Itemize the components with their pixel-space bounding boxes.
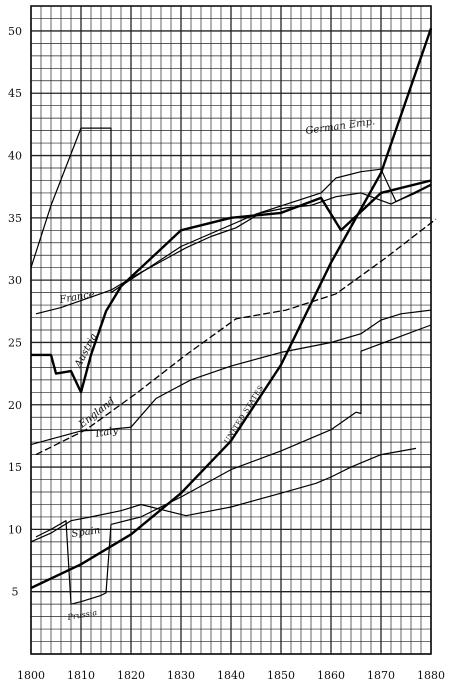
y-tick-label: 30 (8, 274, 22, 287)
series-line-austria (31, 179, 432, 394)
y-tick-label: 20 (8, 399, 22, 412)
y-tick-label: 10 (8, 523, 22, 536)
x-tick-label: 1840 (217, 669, 245, 682)
y-tick-label: 40 (8, 150, 22, 163)
label-us: UNITED STATES (223, 384, 265, 445)
label-spain: Spain (71, 525, 101, 540)
label-italy: Italy (94, 425, 120, 440)
label-austria: Austria (72, 332, 99, 371)
series-lines (30, 28, 437, 605)
x-tick-label: 1820 (117, 669, 145, 682)
series-line-german-emp (30, 127, 432, 294)
label-france: France (58, 289, 96, 306)
y-tick-label: 50 (8, 25, 22, 38)
x-tick-label: 1860 (317, 669, 345, 682)
series-line-france (35, 183, 432, 315)
y-tick-label: 35 (8, 212, 22, 225)
label-german: German Emp. (305, 116, 376, 137)
label-prussia: Prussia (66, 608, 98, 622)
series-line-spain (30, 447, 417, 543)
y-tick-label: 15 (8, 461, 22, 474)
y-tick-label: 5 (12, 586, 19, 599)
x-tick-label: 1810 (67, 669, 95, 682)
series-line-england (35, 218, 437, 456)
y-tick-label: 45 (8, 87, 22, 100)
plot-frame (30, 5, 432, 655)
series-line-united-states (30, 28, 433, 590)
x-tick-label: 1850 (267, 669, 295, 682)
tick-labels: 1800 1810 1820 1830 1840 1850 1860 1870 1880 5 10 1… (8, 25, 445, 682)
series-labels: France Austria German Emp. England Italy… (58, 116, 376, 622)
grid (30, 5, 432, 655)
x-tick-label: 1800 (17, 669, 45, 682)
x-tick-label: 1880 (417, 669, 445, 682)
y-tick-label: 25 (8, 336, 22, 349)
x-tick-label: 1870 (367, 669, 395, 682)
series-line-prussia (35, 324, 432, 605)
x-tick-label: 1830 (167, 669, 195, 682)
series-line-italy (30, 309, 432, 446)
